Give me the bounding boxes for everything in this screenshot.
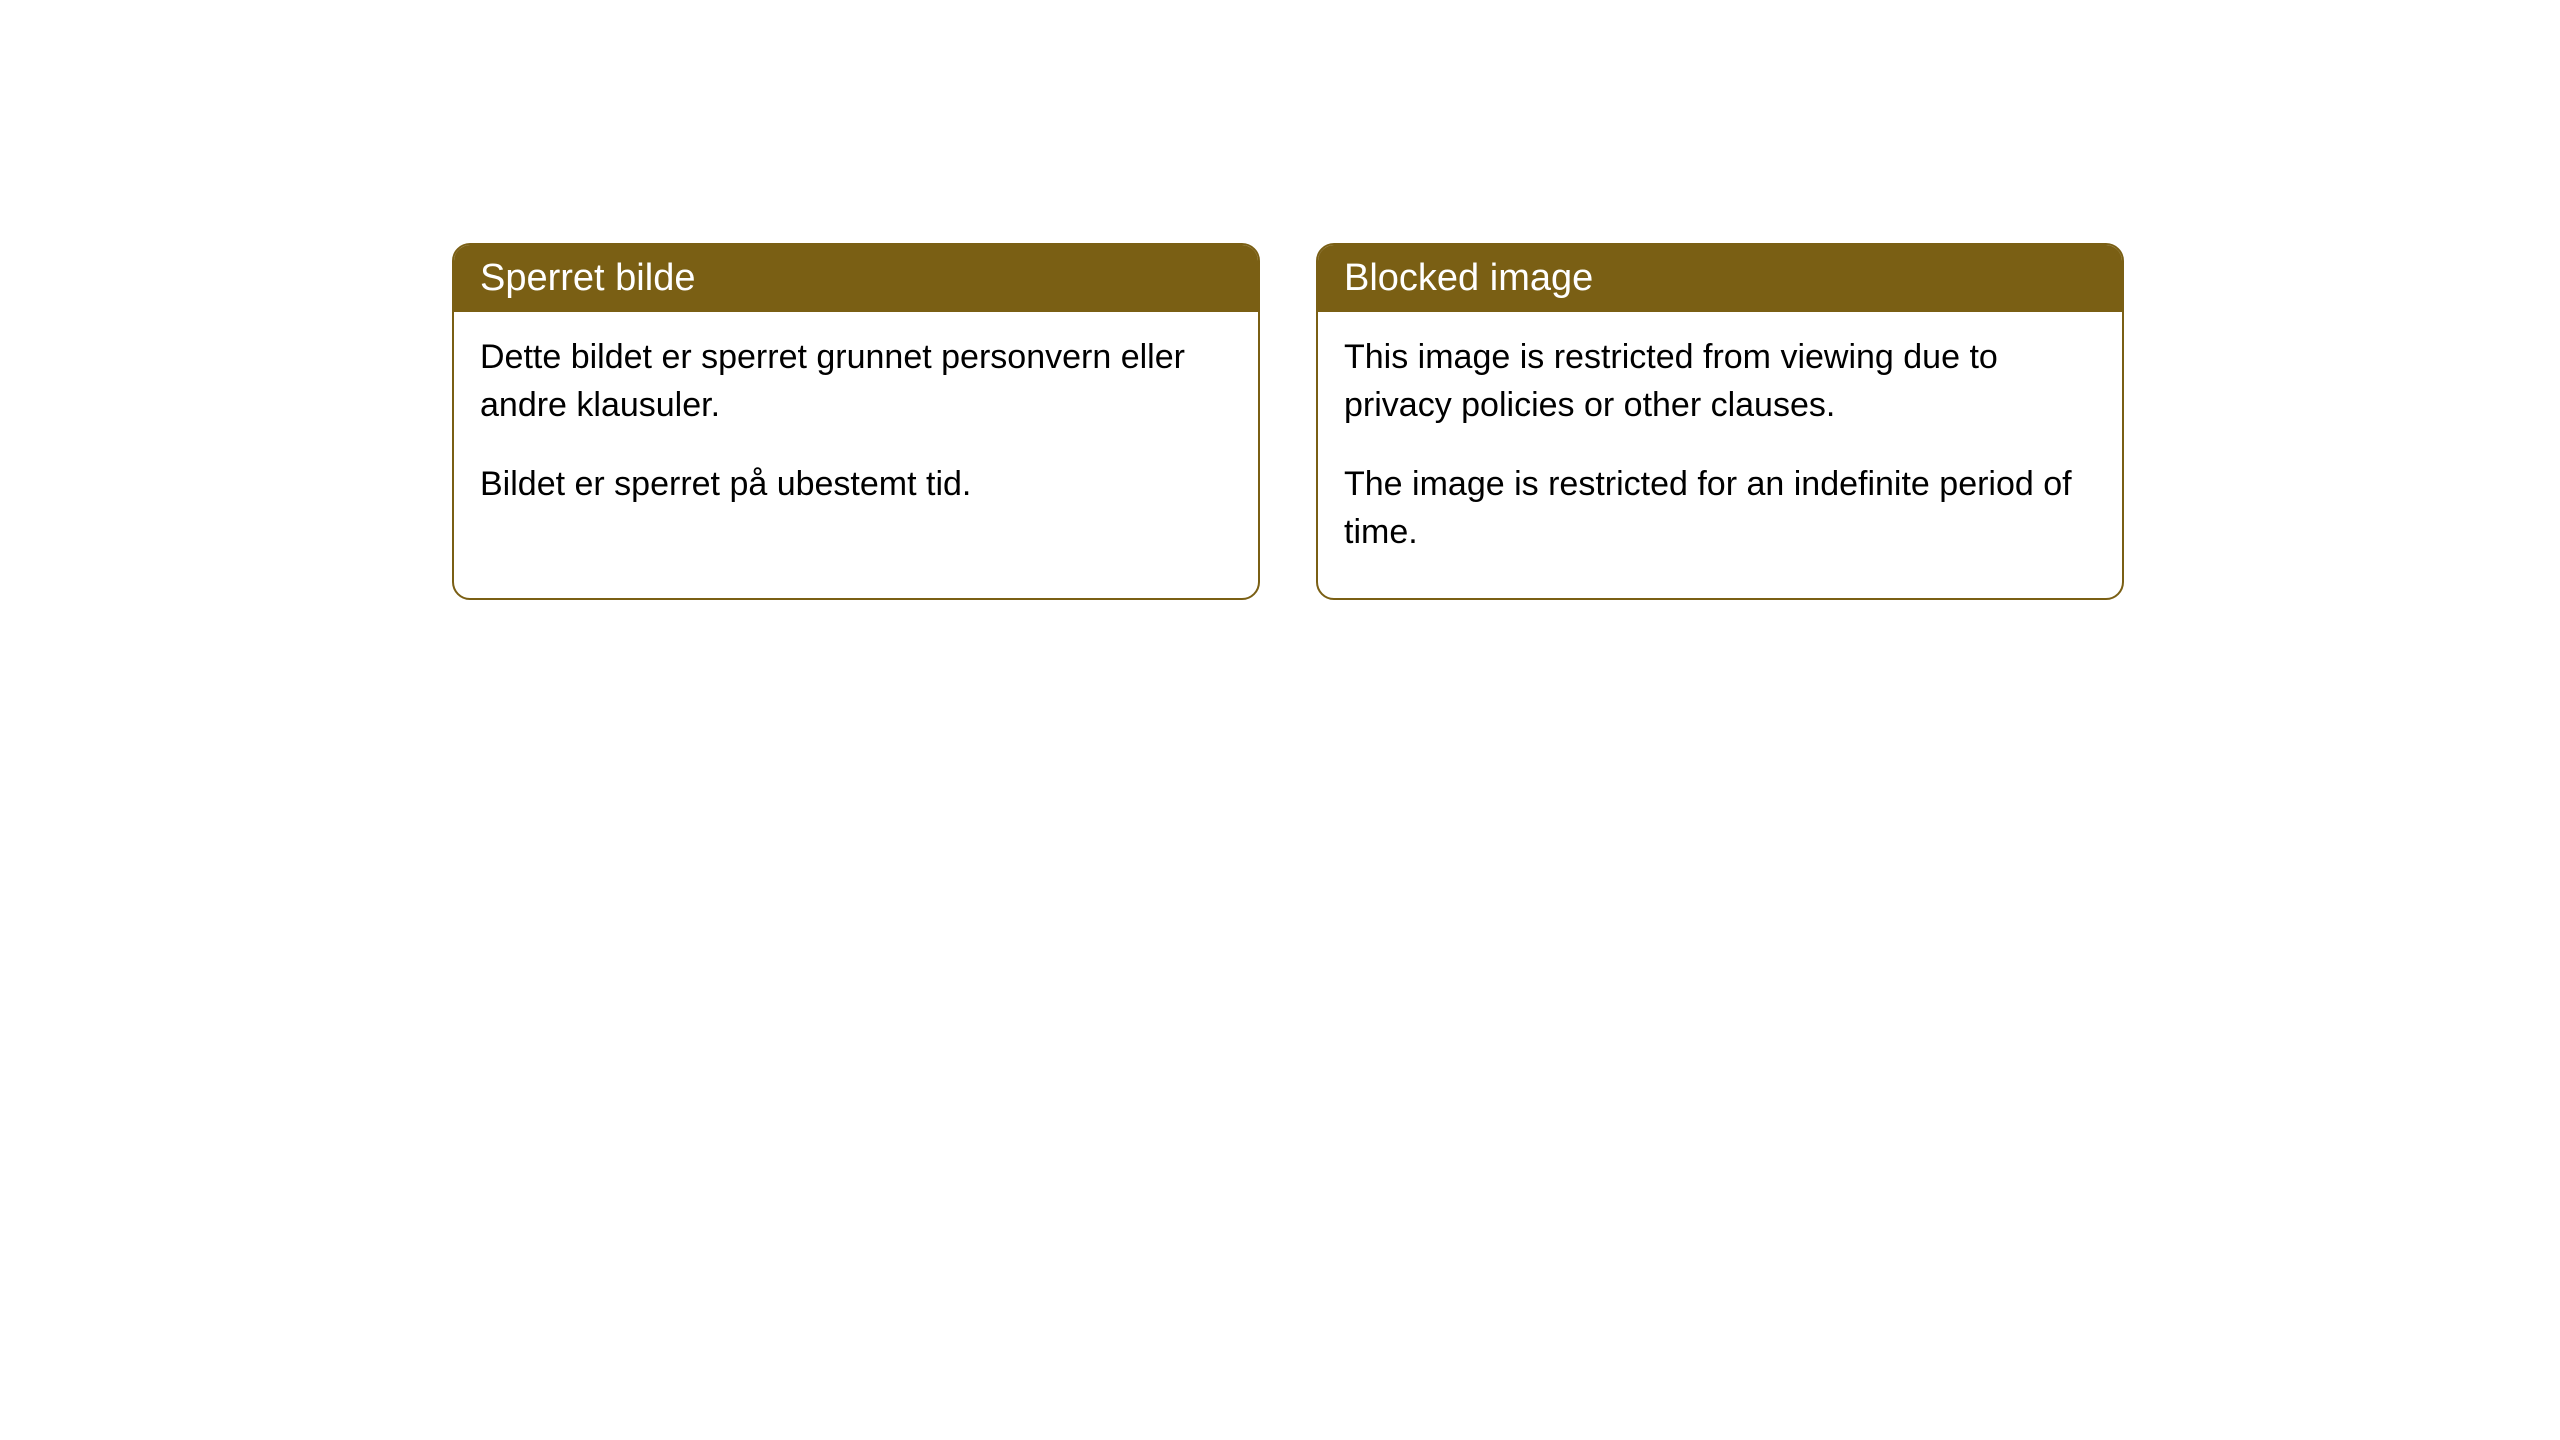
card-title: Blocked image <box>1344 257 1593 299</box>
card-paragraph-1: This image is restricted from viewing du… <box>1344 334 2096 429</box>
card-paragraph-2: Bildet er sperret på ubestemt tid. <box>480 461 1232 509</box>
card-title: Sperret bilde <box>480 257 695 299</box>
card-body-norwegian: Dette bildet er sperret grunnet personve… <box>454 312 1258 551</box>
notice-cards-container: Sperret bilde Dette bildet er sperret gr… <box>452 243 2124 600</box>
card-paragraph-2: The image is restricted for an indefinit… <box>1344 461 2096 556</box>
blocked-image-card-norwegian: Sperret bilde Dette bildet er sperret gr… <box>452 243 1260 600</box>
card-paragraph-1: Dette bildet er sperret grunnet personve… <box>480 334 1232 429</box>
blocked-image-card-english: Blocked image This image is restricted f… <box>1316 243 2124 600</box>
card-header-norwegian: Sperret bilde <box>454 245 1258 312</box>
card-body-english: This image is restricted from viewing du… <box>1318 312 2122 598</box>
card-header-english: Blocked image <box>1318 245 2122 312</box>
